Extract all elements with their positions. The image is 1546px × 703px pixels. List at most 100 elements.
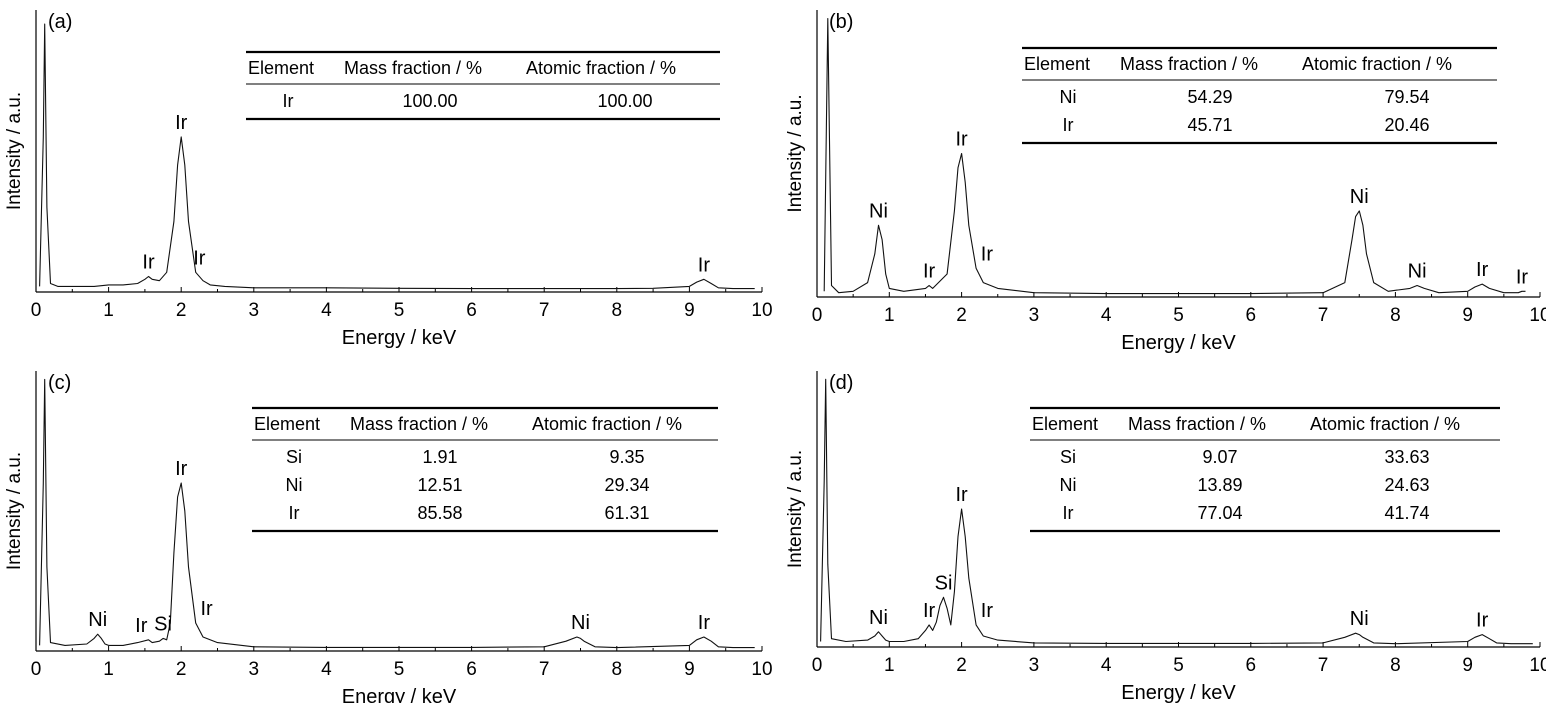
panel-c-table-header: Element: [254, 414, 320, 434]
panel-b-table-cell: 45.71: [1187, 115, 1232, 135]
panel-b-table-header: Atomic fraction / %: [1302, 54, 1452, 74]
panel-d-x-tick-label: 1: [884, 655, 895, 676]
panel-d-peak-label: Ir: [923, 600, 936, 622]
panel-d-table-cell: 13.89: [1197, 475, 1242, 495]
panel-c-peak-label: Ni: [571, 612, 590, 634]
panel-b-x-tick-label: 6: [1246, 305, 1257, 326]
panel-b-composition-table: Element Mass fraction / % Atomic fraction …: [1022, 46, 1497, 145]
panel-a-spectrum-line: [39, 23, 755, 290]
panel-b-table-cell: 54.29: [1187, 87, 1232, 107]
panel-d-table-cell: Si: [1060, 447, 1076, 467]
panel-d-table-cell: 24.63: [1384, 475, 1429, 495]
panel-d-x-tick-label: 3: [1029, 655, 1040, 676]
panel-b-peak-label: Ni: [1408, 261, 1427, 283]
panel-c-y-label: Intensity / a.u.: [4, 452, 25, 570]
panel-a-table-header: Mass fraction / %: [344, 58, 482, 78]
panel-c-x-tick-label: 7: [539, 659, 550, 680]
panel-c-table-header: Mass fraction / %: [350, 414, 488, 434]
panel-d-x-tick-label: 9: [1462, 655, 1473, 676]
panel-d-table-cell: 9.07: [1202, 447, 1237, 467]
panel-b-x-tick-label: 2: [956, 305, 967, 326]
panel-a-table-cell: 100.00: [597, 91, 652, 111]
panel-d-y-label: Intensity / a.u.: [785, 450, 806, 568]
panel-b-peak-label: Ir: [981, 243, 994, 265]
panel-c-table-cell: 29.34: [604, 475, 649, 495]
panel-d-table-cell: Ni: [1060, 475, 1077, 495]
panel-d-x-label: Energy / keV: [1121, 682, 1236, 703]
panel-c-x-tick-label: 0: [31, 659, 42, 680]
panel-d-table-cell: 77.04: [1197, 503, 1242, 523]
panel-c-x-tick-label: 6: [466, 659, 477, 680]
panel-c-table-cell: 61.31: [604, 503, 649, 523]
panel-c-peak-label: Ir: [698, 612, 711, 634]
panel-a-peak-label: Ir: [698, 254, 711, 276]
panel-a-peak-label: Ir: [175, 112, 188, 134]
panel-c-table-cell: 1.91: [422, 447, 457, 467]
panel-a-x-label: Energy / keV: [342, 327, 457, 349]
panel-d-x-tick-label: 10: [1529, 655, 1546, 676]
panel-a-x-tick-label: 0: [31, 300, 42, 321]
panel-d-x-tick-label: 2: [956, 655, 967, 676]
panel-b-peak-label: Ni: [869, 200, 888, 222]
panel-d: 0 1 2 3 4 5 6 7 8 9 10 Energy / keV Intensity / a.u.…: [785, 371, 1546, 703]
panel-c-x-tick-label: 9: [684, 659, 695, 680]
panel-a-x-tick-label: 6: [466, 300, 477, 321]
panel-d-spectrum-line: [820, 378, 1533, 645]
panel-d-x-tick-label: 7: [1318, 655, 1329, 676]
panel-a-composition-table: Element Mass fraction / % Atomic fraction …: [246, 50, 720, 121]
panel-a-x-tick-label: 5: [394, 300, 405, 321]
panel-c-table-cell: 85.58: [417, 503, 462, 523]
panel-c-table-header: Atomic fraction / %: [532, 414, 682, 434]
panel-c-table-cell: 12.51: [417, 475, 462, 495]
panel-d-table-header: Mass fraction / %: [1128, 414, 1266, 434]
panel-b: 0 1 2 3 4 5 6 7 8 9 10 Energy / keV Intensity / a.u.…: [785, 10, 1546, 354]
panel-c-table-cell: Ni: [286, 475, 303, 495]
panel-c-x-tick-label: 1: [103, 659, 114, 680]
panel-d-peak-label: Ir: [955, 484, 968, 506]
panel-d-table-header: Element: [1032, 414, 1098, 434]
panel-c-label: (c): [48, 372, 71, 394]
panel-b-peak-label: Ni: [1350, 186, 1369, 208]
panel-b-x-tick-label: 10: [1529, 305, 1546, 326]
panel-a-x-tick-label: 3: [249, 300, 260, 321]
panel-b-x-tick-label: 1: [884, 305, 895, 326]
panel-b-table-header: Element: [1024, 54, 1090, 74]
panel-a-y-label: Intensity / a.u.: [4, 92, 25, 210]
panel-a: 0 1 2 3 4 5 6 7 8 9 10 Energy / keV Intensity / a.u.…: [4, 10, 773, 349]
panel-a-table-header: Atomic fraction / %: [526, 58, 676, 78]
panel-b-peak-label: Ir: [1476, 259, 1489, 281]
panel-d-peak-label: Ir: [981, 600, 994, 622]
panel-c-x-tick-label: 2: [176, 659, 187, 680]
panel-a-x-tick-label: 4: [321, 300, 332, 321]
panel-b-peak-label: Ir: [1516, 266, 1529, 288]
panel-d-table-cell: Ir: [1063, 503, 1074, 523]
panel-c-x-tick-label: 8: [612, 659, 623, 680]
panel-a-x-tick-label: 7: [539, 300, 550, 321]
panel-d-peak-label: Ni: [869, 607, 888, 629]
panel-b-spectrum-line: [823, 18, 1526, 295]
panel-a-table-cell: 100.00: [402, 91, 457, 111]
panel-d-x-tick-label: 5: [1173, 655, 1184, 676]
panel-d-x-tick-label: 4: [1101, 655, 1112, 676]
panel-c-peak-label: Ir: [135, 615, 148, 637]
panel-d-peak-label: Si: [935, 572, 953, 594]
panel-d-peak-label: Ir: [1476, 610, 1489, 632]
panel-b-peak-label: Ir: [923, 261, 936, 283]
panel-b-table-header: Mass fraction / %: [1120, 54, 1258, 74]
panel-d-table-cell: 33.63: [1384, 447, 1429, 467]
panel-c-peak-label: Si: [154, 613, 172, 635]
panel-b-x-tick-label: 9: [1462, 305, 1473, 326]
panel-c-x-tick-label: 4: [321, 659, 332, 680]
panel-a-peak-label: Ir: [142, 251, 155, 273]
panel-a-x-tick-label: 9: [684, 300, 695, 321]
panel-c-spectrum-line: [39, 378, 755, 649]
panel-d-label: (d): [829, 372, 853, 394]
panel-d-table-cell: 41.74: [1384, 503, 1429, 523]
panel-d-x-tick-label: 0: [812, 655, 823, 676]
panel-b-x-tick-label: 0: [812, 305, 823, 326]
panel-a-x-tick-label: 1: [103, 300, 114, 321]
panel-c-table-cell: Si: [286, 447, 302, 467]
panel-b-peak-label: Ir: [955, 129, 968, 151]
panel-c-table-cell: 9.35: [609, 447, 644, 467]
panel-a-table-header: Element: [248, 58, 314, 78]
